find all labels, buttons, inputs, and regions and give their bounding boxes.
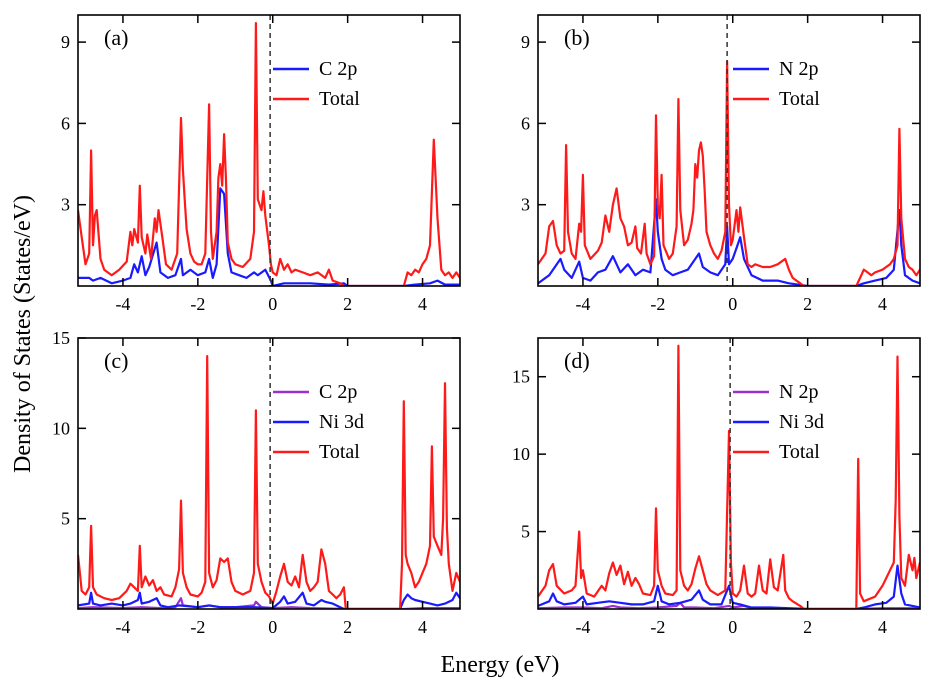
series-line-c-2p xyxy=(78,187,460,286)
chart-panel: -4 -2 0 2 4 5 10 15 (d) N 2p Ni 3d Total xyxy=(512,337,921,637)
x-tick-label: -4 xyxy=(115,294,130,314)
x-tick-label: 4 xyxy=(878,617,887,637)
y-tick-label: 6 xyxy=(521,113,530,133)
chart-panel: -4 -2 0 2 4 3 6 9 (a) C 2p Total xyxy=(61,14,461,314)
x-tick-label: 0 xyxy=(268,617,277,637)
x-tick-label: -2 xyxy=(650,294,665,314)
y-tick-label: 3 xyxy=(61,195,70,215)
panel-label: (d) xyxy=(564,348,590,373)
plot-frame xyxy=(537,337,921,610)
x-tick-label: 0 xyxy=(728,294,737,314)
figure-ylabel: Density of States (States/eV) xyxy=(10,195,36,473)
y-tick-label: 6 xyxy=(61,113,70,133)
plot-frame xyxy=(77,337,461,610)
plot-frame xyxy=(537,14,921,287)
series-line-total xyxy=(78,355,460,609)
legend-label: Ni 3d xyxy=(779,411,824,433)
plot-frame xyxy=(77,14,461,287)
legend-label: Total xyxy=(319,441,360,463)
chart-panel: -4 -2 0 2 4 5 10 15 (c) C 2p Ni 3d Total xyxy=(52,328,461,637)
legend-label: Total xyxy=(779,88,820,110)
y-tick-label: 15 xyxy=(52,328,70,348)
x-tick-label: 2 xyxy=(803,617,812,637)
x-tick-label: 2 xyxy=(803,294,812,314)
figure-xlabel: Energy (eV) xyxy=(441,652,560,678)
legend-label: Total xyxy=(319,88,360,110)
legend-label: C 2p xyxy=(319,381,357,403)
legend-label: N 2p xyxy=(779,58,818,80)
legend-label: N 2p xyxy=(779,381,818,403)
legend-label: Ni 3d xyxy=(319,411,364,433)
x-tick-label: -2 xyxy=(190,617,205,637)
series-line-ni-3d xyxy=(538,564,920,609)
series-line-total xyxy=(78,22,460,286)
x-tick-label: 4 xyxy=(878,294,887,314)
x-tick-label: -2 xyxy=(190,294,205,314)
x-tick-label: 0 xyxy=(728,617,737,637)
x-tick-label: 2 xyxy=(343,294,352,314)
x-tick-label: -4 xyxy=(575,617,590,637)
y-tick-label: 3 xyxy=(521,195,530,215)
series-line-total xyxy=(538,344,920,609)
series-line-n-2p xyxy=(538,198,920,286)
y-tick-label: 15 xyxy=(512,367,530,387)
legend-label: Total xyxy=(779,441,820,463)
chart-panel: -4 -2 0 2 4 3 6 9 (b) N 2p Total xyxy=(521,14,921,314)
x-tick-label: -4 xyxy=(575,294,590,314)
panel-label: (b) xyxy=(564,25,590,50)
panel-label: (a) xyxy=(104,25,128,50)
legend-label: C 2p xyxy=(319,58,357,80)
y-tick-label: 9 xyxy=(61,32,70,52)
y-tick-label: 10 xyxy=(52,418,70,438)
y-tick-label: 9 xyxy=(521,32,530,52)
x-tick-label: 0 xyxy=(268,294,277,314)
series-line-total xyxy=(538,60,920,286)
x-tick-label: -2 xyxy=(650,617,665,637)
y-tick-label: 5 xyxy=(521,522,530,542)
panels-group: -4 -2 0 2 4 3 6 9 (a) C 2p Total -4 -2 0 2 4 3 6 9 (b) N 2p T… xyxy=(52,14,921,637)
x-tick-label: 4 xyxy=(418,617,427,637)
x-tick-label: -4 xyxy=(115,617,130,637)
x-tick-label: 4 xyxy=(418,294,427,314)
series-line-ni-3d xyxy=(78,591,460,609)
panel-label: (c) xyxy=(104,348,128,373)
x-tick-label: 2 xyxy=(343,617,352,637)
y-tick-label: 5 xyxy=(61,509,70,529)
y-tick-label: 10 xyxy=(512,444,530,464)
